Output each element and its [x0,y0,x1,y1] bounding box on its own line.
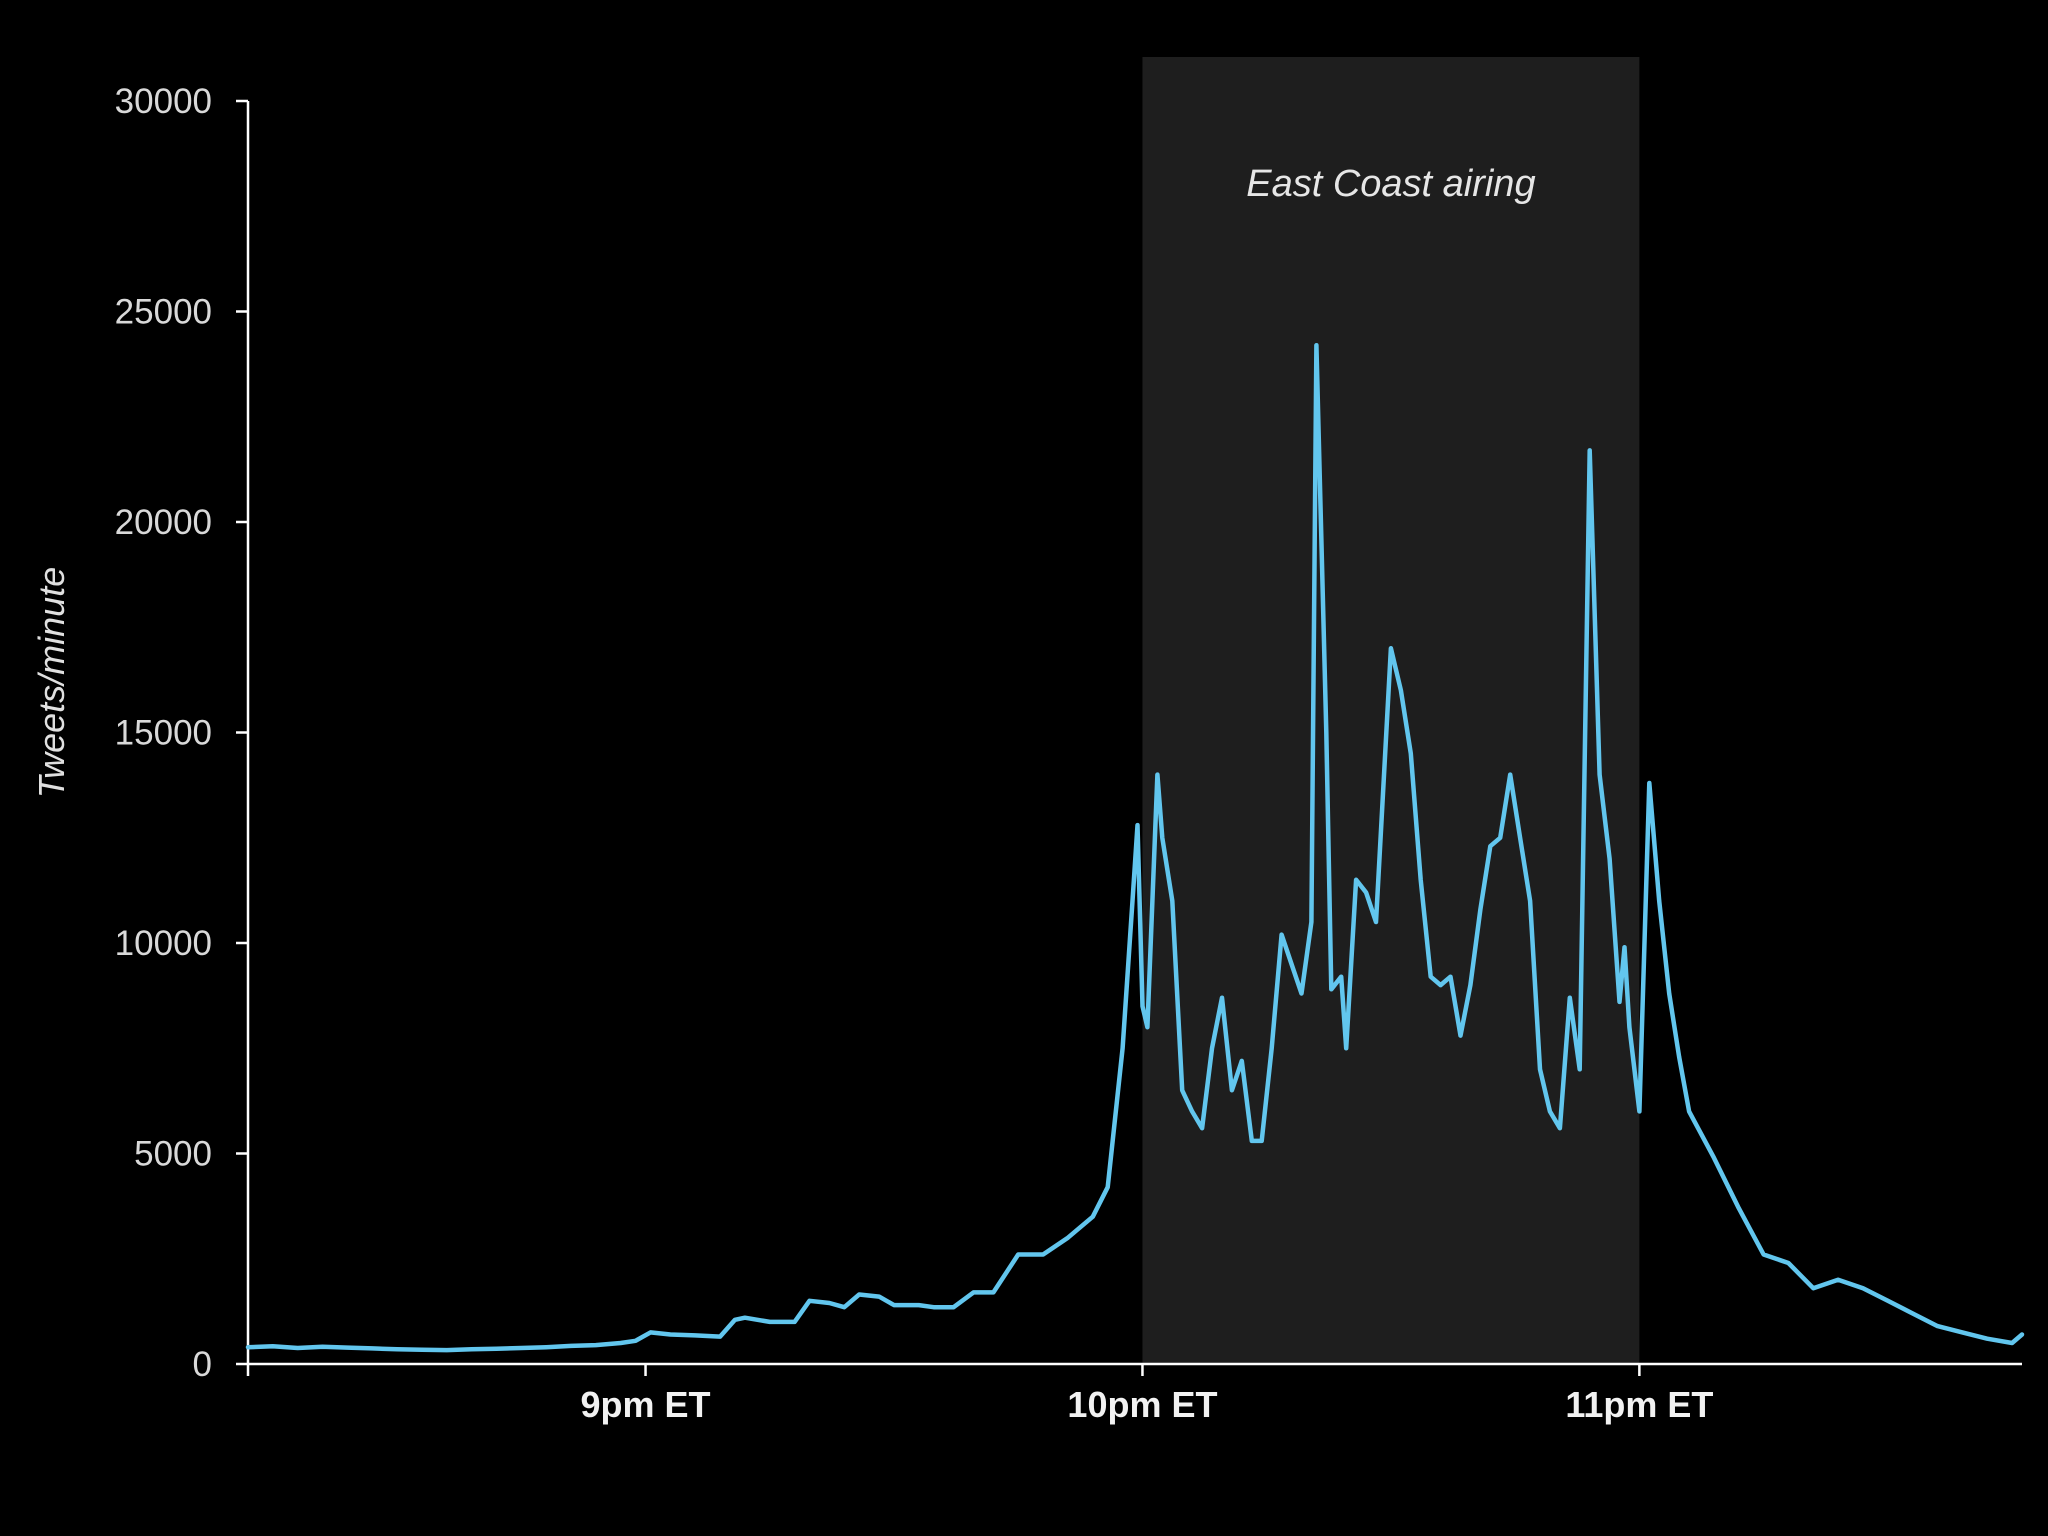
y-axis-ticks: 0 5000 10000 15000 20000 25000 30000 [115,82,248,1384]
y-tick-label: 30000 [115,82,212,121]
x-axis-ticks: 9pm ET 10pm ET 11pm ET [246,1364,1713,1425]
y-tick-label: 0 [193,1345,212,1384]
y-tick-label: 25000 [115,293,212,332]
y-tick-label: 10000 [115,924,212,963]
y-axis-title: Tweets/minute [31,567,72,798]
y-tick-label: 5000 [134,1135,212,1174]
y-tick-label: 15000 [115,714,212,753]
x-tick-label: 10pm ET [1067,1384,1217,1425]
east-coast-airing-label: East Coast airing [1246,163,1535,205]
y-tick-label: 20000 [115,503,212,542]
series-layer [245,342,2025,1353]
highlight-band-layer: East Coast airing [1142,57,1640,1364]
series-line-tweets-per-minute [245,342,2025,1353]
east-coast-airing-band [1142,57,1640,1364]
x-tick-label: 9pm ET [581,1384,711,1425]
x-tick-label: 11pm ET [1565,1384,1713,1425]
